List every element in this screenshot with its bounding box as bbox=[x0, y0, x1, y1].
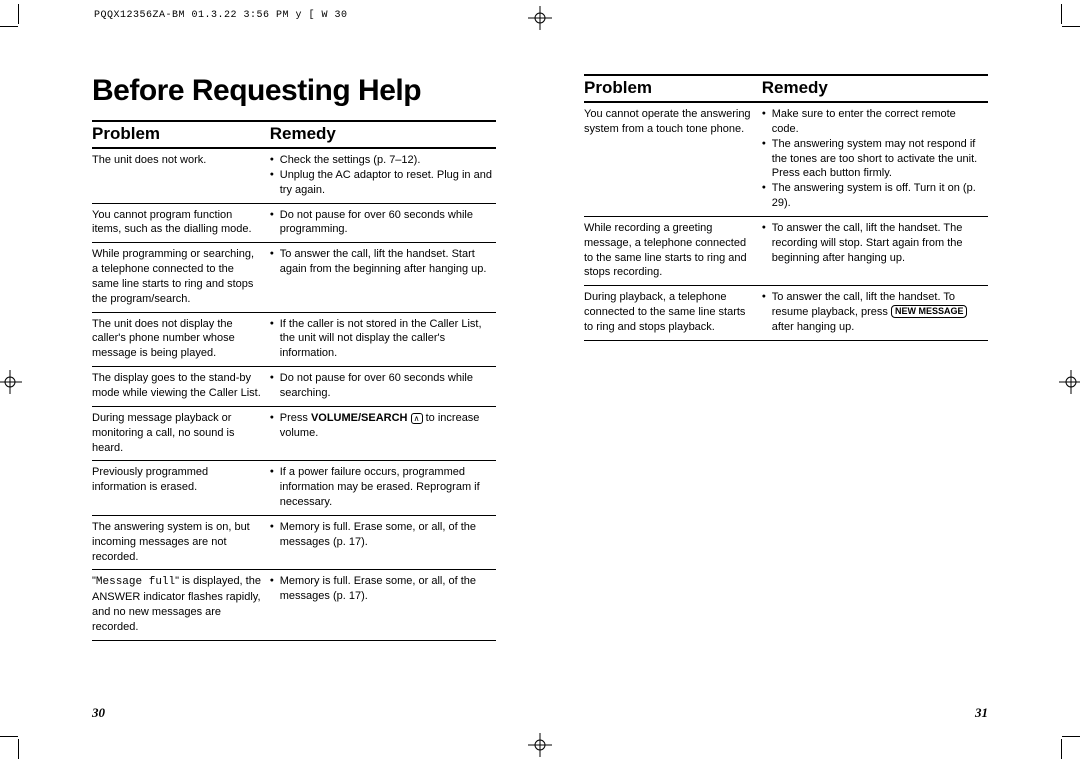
table-row: The unit does not display the caller's p… bbox=[92, 313, 496, 368]
table-header: Problem Remedy bbox=[92, 120, 496, 149]
remedy-cell: Memory is full. Erase some, or all, of t… bbox=[270, 570, 496, 639]
remedy-list: To answer the call, lift the handset. St… bbox=[270, 247, 492, 277]
remedy-item: Unplug the AC adaptor to reset. Plug in … bbox=[270, 168, 492, 198]
table-header: Problem Remedy bbox=[584, 74, 988, 103]
table-row: The answering system is on, but incoming… bbox=[92, 516, 496, 571]
table-row: Previously programmed information is era… bbox=[92, 461, 496, 516]
remedy-item: To answer the call, lift the handset. To… bbox=[762, 290, 984, 335]
table-row: While recording a greeting message, a te… bbox=[584, 217, 988, 286]
remedy-item: Do not pause for over 60 seconds while p… bbox=[270, 208, 492, 238]
remedy-cell: Memory is full. Erase some, or all, of t… bbox=[270, 516, 496, 570]
crop-mark bbox=[0, 736, 18, 737]
crop-mark bbox=[1062, 26, 1080, 27]
remedy-list: Press VOLUME/SEARCH ∧ to increase volume… bbox=[270, 411, 492, 441]
remedy-item: Do not pause for over 60 seconds while s… bbox=[270, 371, 492, 401]
remedy-list: Memory is full. Erase some, or all, of t… bbox=[270, 520, 492, 550]
column-header-remedy: Remedy bbox=[762, 76, 988, 101]
remedy-cell: If the caller is not stored in the Calle… bbox=[270, 313, 496, 367]
remedy-item: To answer the call, lift the handset. St… bbox=[270, 247, 492, 277]
table-row: The display goes to the stand-by mode wh… bbox=[92, 367, 496, 407]
table-row: You cannot operate the answering system … bbox=[584, 103, 988, 217]
table-row: "Message full" is displayed, the ANSWER … bbox=[92, 570, 496, 640]
remedy-cell: Check the settings (p. 7–12).Unplug the … bbox=[270, 149, 496, 203]
remedy-item: Memory is full. Erase some, or all, of t… bbox=[270, 520, 492, 550]
page-spread: Before Requesting Help Problem Remedy Th… bbox=[22, 30, 1058, 733]
remedy-list: If a power failure occurs, programmed in… bbox=[270, 465, 492, 510]
table-row: During message playback or monitoring a … bbox=[92, 407, 496, 462]
problem-cell: During playback, a telephone connected t… bbox=[584, 286, 762, 340]
remedy-list: To answer the call, lift the handset. Th… bbox=[762, 221, 984, 266]
remedy-item: Make sure to enter the correct remote co… bbox=[762, 107, 984, 137]
registration-mark-icon bbox=[0, 370, 22, 394]
remedy-item: The answering system may not respond if … bbox=[762, 137, 984, 182]
remedy-cell: To answer the call, lift the handset. Th… bbox=[762, 217, 988, 285]
table-row: During playback, a telephone connected t… bbox=[584, 286, 988, 341]
column-header-problem: Problem bbox=[92, 122, 270, 147]
registration-mark-icon bbox=[528, 6, 552, 30]
remedy-cell: If a power failure occurs, programmed in… bbox=[270, 461, 496, 515]
problem-cell: You cannot operate the answering system … bbox=[584, 103, 762, 216]
remedy-item: Press VOLUME/SEARCH ∧ to increase volume… bbox=[270, 411, 492, 441]
remedy-item: The answering system is off. Turn it on … bbox=[762, 181, 984, 211]
table-row: While programming or searching, a teleph… bbox=[92, 243, 496, 312]
problem-cell: You cannot program function items, such … bbox=[92, 204, 270, 243]
troubleshooting-table-left: The unit does not work.Check the setting… bbox=[92, 149, 496, 641]
problem-cell: The display goes to the stand-by mode wh… bbox=[92, 367, 270, 406]
column-header-problem: Problem bbox=[584, 76, 762, 101]
remedy-list: To answer the call, lift the handset. To… bbox=[762, 290, 984, 335]
problem-cell: "Message full" is displayed, the ANSWER … bbox=[92, 570, 270, 639]
page-number: 31 bbox=[975, 705, 988, 721]
remedy-cell: Press VOLUME/SEARCH ∧ to increase volume… bbox=[270, 407, 496, 461]
problem-cell: Previously programmed information is era… bbox=[92, 461, 270, 515]
problem-cell: During message playback or monitoring a … bbox=[92, 407, 270, 461]
remedy-list: Make sure to enter the correct remote co… bbox=[762, 107, 984, 211]
remedy-item: To answer the call, lift the handset. Th… bbox=[762, 221, 984, 266]
problem-cell: While programming or searching, a teleph… bbox=[92, 243, 270, 311]
remedy-item: If the caller is not stored in the Calle… bbox=[270, 317, 492, 362]
remedy-cell: Do not pause for over 60 seconds while p… bbox=[270, 204, 496, 243]
remedy-cell: To answer the call, lift the handset. St… bbox=[270, 243, 496, 311]
problem-cell: The answering system is on, but incoming… bbox=[92, 516, 270, 570]
remedy-list: Do not pause for over 60 seconds while p… bbox=[270, 208, 492, 238]
problem-cell: The unit does not display the caller's p… bbox=[92, 313, 270, 367]
page-right: Problem Remedy You cannot operate the an… bbox=[540, 30, 1058, 733]
crop-mark bbox=[1062, 736, 1080, 737]
remedy-cell: To answer the call, lift the handset. To… bbox=[762, 286, 988, 340]
column-header-remedy: Remedy bbox=[270, 122, 496, 147]
crop-mark bbox=[1061, 4, 1062, 24]
table-row: You cannot program function items, such … bbox=[92, 204, 496, 244]
registration-mark-icon bbox=[1059, 370, 1080, 394]
registration-mark-icon bbox=[528, 733, 552, 757]
troubleshooting-table-right: You cannot operate the answering system … bbox=[584, 103, 988, 341]
page-title: Before Requesting Help bbox=[92, 74, 496, 108]
document-header-info: PQQX12356ZA-BM 01.3.22 3:56 PM y [ W 30 bbox=[94, 10, 348, 21]
crop-mark bbox=[18, 4, 19, 24]
problem-cell: The unit does not work. bbox=[92, 149, 270, 203]
problem-cell: While recording a greeting message, a te… bbox=[584, 217, 762, 285]
remedy-list: Memory is full. Erase some, or all, of t… bbox=[270, 574, 492, 604]
crop-mark bbox=[1061, 739, 1062, 759]
page-number: 30 bbox=[92, 705, 105, 721]
remedy-list: Do not pause for over 60 seconds while s… bbox=[270, 371, 492, 401]
remedy-cell: Do not pause for over 60 seconds while s… bbox=[270, 367, 496, 406]
table-row: The unit does not work.Check the setting… bbox=[92, 149, 496, 204]
crop-mark bbox=[0, 26, 18, 27]
page-left: Before Requesting Help Problem Remedy Th… bbox=[22, 30, 540, 733]
remedy-item: Check the settings (p. 7–12). bbox=[270, 153, 492, 168]
crop-mark bbox=[18, 739, 19, 759]
remedy-item: Memory is full. Erase some, or all, of t… bbox=[270, 574, 492, 604]
remedy-cell: Make sure to enter the correct remote co… bbox=[762, 103, 988, 216]
remedy-item: If a power failure occurs, programmed in… bbox=[270, 465, 492, 510]
remedy-list: If the caller is not stored in the Calle… bbox=[270, 317, 492, 362]
remedy-list: Check the settings (p. 7–12).Unplug the … bbox=[270, 153, 492, 198]
